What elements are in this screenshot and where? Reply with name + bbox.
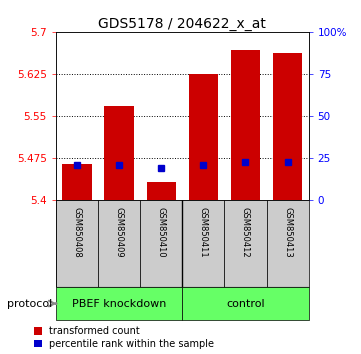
Bar (104, 107, 134, 200)
Bar (62, 164, 92, 200)
Text: control: control (226, 298, 265, 309)
Text: PBEF knockdown: PBEF knockdown (72, 298, 166, 309)
Text: GSM850408: GSM850408 (73, 207, 82, 258)
Bar (56, 287, 182, 320)
Bar (231, 50, 260, 200)
Legend: transformed count, percentile rank within the sample: transformed count, percentile rank withi… (34, 326, 214, 349)
Title: GDS5178 / 204622_x_at: GDS5178 / 204622_x_at (98, 17, 266, 31)
Text: protocol: protocol (7, 298, 52, 309)
Text: GSM850413: GSM850413 (283, 207, 292, 258)
Text: GSM850410: GSM850410 (157, 207, 166, 258)
Bar (225, 200, 266, 287)
Bar (98, 200, 140, 287)
Bar (266, 200, 309, 287)
Text: GSM850412: GSM850412 (241, 207, 250, 258)
Bar (147, 182, 176, 200)
Bar (56, 200, 98, 287)
Bar (182, 200, 225, 287)
Bar (188, 74, 218, 200)
Text: GSM850409: GSM850409 (115, 207, 123, 258)
Bar (273, 53, 302, 200)
Text: GSM850411: GSM850411 (199, 207, 208, 258)
Bar (140, 200, 182, 287)
Bar (182, 287, 309, 320)
